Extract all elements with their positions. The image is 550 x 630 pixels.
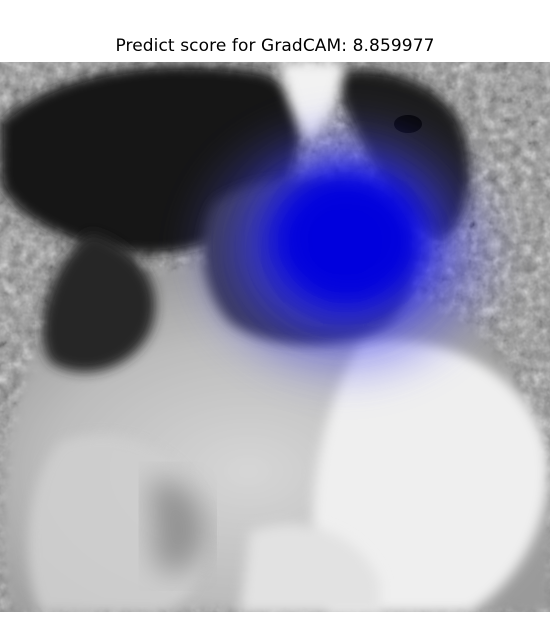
figure-title: Predict score for GradCAM: 8.859977 (115, 36, 435, 56)
gradcam-image (0, 62, 550, 612)
gradcam-overlay-photo (0, 62, 550, 612)
saliency-heatmap (175, 102, 515, 402)
